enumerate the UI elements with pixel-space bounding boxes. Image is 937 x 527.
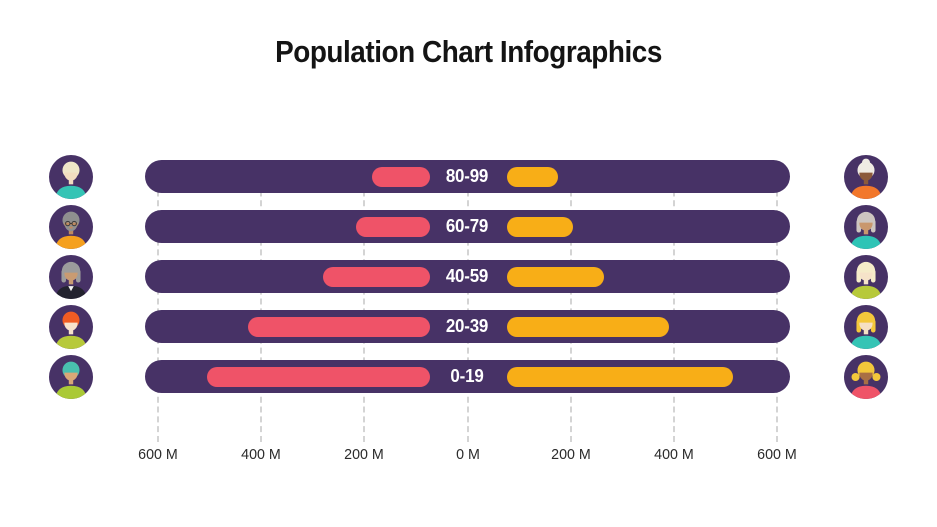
avatar-elder-blond-teal-shirt-icon [49,154,93,199]
avatar-girl-blonde-pigtails-pink-shirt-icon [844,354,888,399]
avatar-woman-blonde-hair-teal-shirt-icon [844,304,888,349]
axis-tick-label: 200 M [550,446,591,463]
age-band-label: 20-39 [445,316,489,336]
left-population-bar-40-59 [322,266,430,287]
axis-tick-label: 400 M [241,446,281,463]
axis-tick-label: 0 M [455,446,480,463]
age-band-label: 40-59 [445,266,489,286]
right-population-bar-40-59 [507,266,605,287]
axis-tick-label: 600 M [757,446,798,463]
right-population-bar-0-19 [507,366,734,387]
age-band-track-40-59: 40-59 [145,260,790,293]
age-band-track-60-79: 60-79 [145,210,790,243]
left-population-bar-60-79 [356,216,430,237]
page-title: Population Chart Infographics [275,34,662,69]
gridline-600M [776,161,779,442]
right-population-bar-80-99 [507,166,558,187]
avatar-kid-teal-cap-lime-shirt-icon [49,354,93,399]
left-population-bar-20-39 [247,316,430,337]
avatar-woman-gray-hair-teal-shirt-icon [844,204,888,249]
axis-tick-label: 400 M [654,446,694,463]
avatar-gray-bob-black-jacket-icon [49,254,93,299]
gridline-200M [569,161,572,442]
right-population-bar-20-39 [507,316,669,337]
left-population-bar-80-99 [371,166,430,187]
avatar-man-gray-beard-glasses-orange-shirt-icon [49,204,93,249]
gridline-400M [673,161,676,442]
age-band-track-80-99: 80-99 [145,160,790,193]
age-band-label: 0-19 [450,366,484,386]
age-band-label: 80-99 [445,166,489,186]
axis-tick-label: 200 M [344,446,384,463]
axis-tick-label: 600 M [137,446,178,463]
avatar-red-hair-lime-shirt-icon [49,304,93,349]
age-band-track-0-19: 0-19 [145,360,790,393]
avatar-woman-platinum-hair-lime-shirt-icon [844,254,888,299]
age-band-label: 60-79 [445,216,489,236]
gridline-400M [259,161,262,442]
avatar-woman-white-bun-orange-shirt-icon [844,154,888,199]
gridline-0M [466,161,469,442]
gridline-200M [363,161,366,442]
left-population-bar-0-19 [206,366,430,387]
gridline-600M [156,161,159,442]
age-band-track-20-39: 20-39 [145,310,790,343]
right-population-bar-60-79 [507,216,574,237]
